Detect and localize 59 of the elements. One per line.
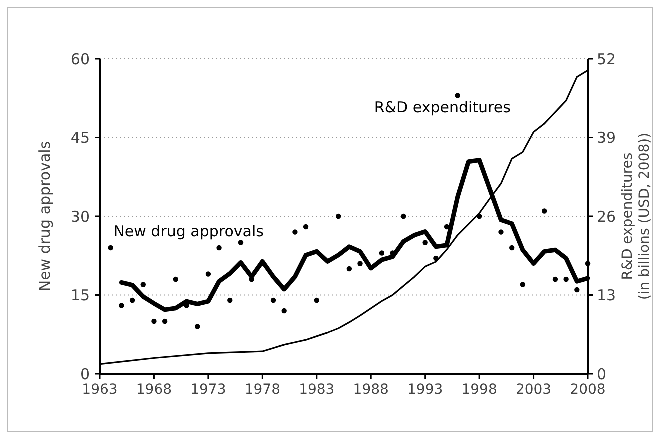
x-tick-label: 2008 [570,382,606,398]
point [585,261,591,266]
x-tick-label: 1978 [244,382,280,398]
x-tick-label: 1998 [462,382,498,398]
point [206,272,212,277]
point [498,230,504,235]
point [455,93,460,98]
x-tick-label: 1983 [299,382,335,398]
y2-tick-label: 52 [597,50,616,68]
y-tick-label: 60 [70,50,90,68]
point [422,240,428,246]
y-axis-title: New drug approvals [36,141,54,292]
point [195,324,200,330]
x-tick-label: 2003 [516,382,552,398]
point [162,318,168,324]
y-tick-label: 15 [70,286,90,304]
point [292,230,298,235]
point [358,261,363,266]
y2-tick-label: 13 [597,286,616,304]
point [282,308,287,314]
point [228,298,233,304]
y2-tick-label: 26 [597,208,616,226]
point [119,303,124,308]
point [434,256,439,262]
point [552,276,558,282]
point [314,298,320,304]
point [476,214,482,220]
y2-axis-title: R&D expenditures (in billions (USD, 2008)) [620,132,653,300]
point [216,245,222,251]
x-tick-label: 1988 [353,382,389,398]
point [444,224,450,230]
point [108,245,114,251]
point [401,214,406,220]
point [173,276,179,282]
y2-tick-label: 0 [597,365,607,384]
point [542,208,548,214]
x-tick-label: 1973 [190,382,226,398]
point [346,266,352,272]
y-tick-label: 45 [70,129,90,147]
point [238,240,244,246]
x-tick-label: 1963 [82,382,118,398]
point [574,287,580,293]
point [564,276,569,282]
y-tick-label: 0 [80,365,90,384]
series-label: R&D expenditures [374,98,512,116]
point [520,282,526,288]
point [152,318,157,324]
x-tick-label: 1993 [408,382,444,398]
y2-tick-label: 39 [597,129,616,147]
point [336,214,342,220]
point [303,224,309,230]
point [140,282,146,288]
point [130,298,136,304]
y-tick-label: 30 [70,208,90,226]
series-label: New drug approvals [114,222,264,241]
x-tick-label: 1968 [136,382,172,398]
point [270,298,276,304]
point [379,250,385,256]
point [509,245,515,251]
